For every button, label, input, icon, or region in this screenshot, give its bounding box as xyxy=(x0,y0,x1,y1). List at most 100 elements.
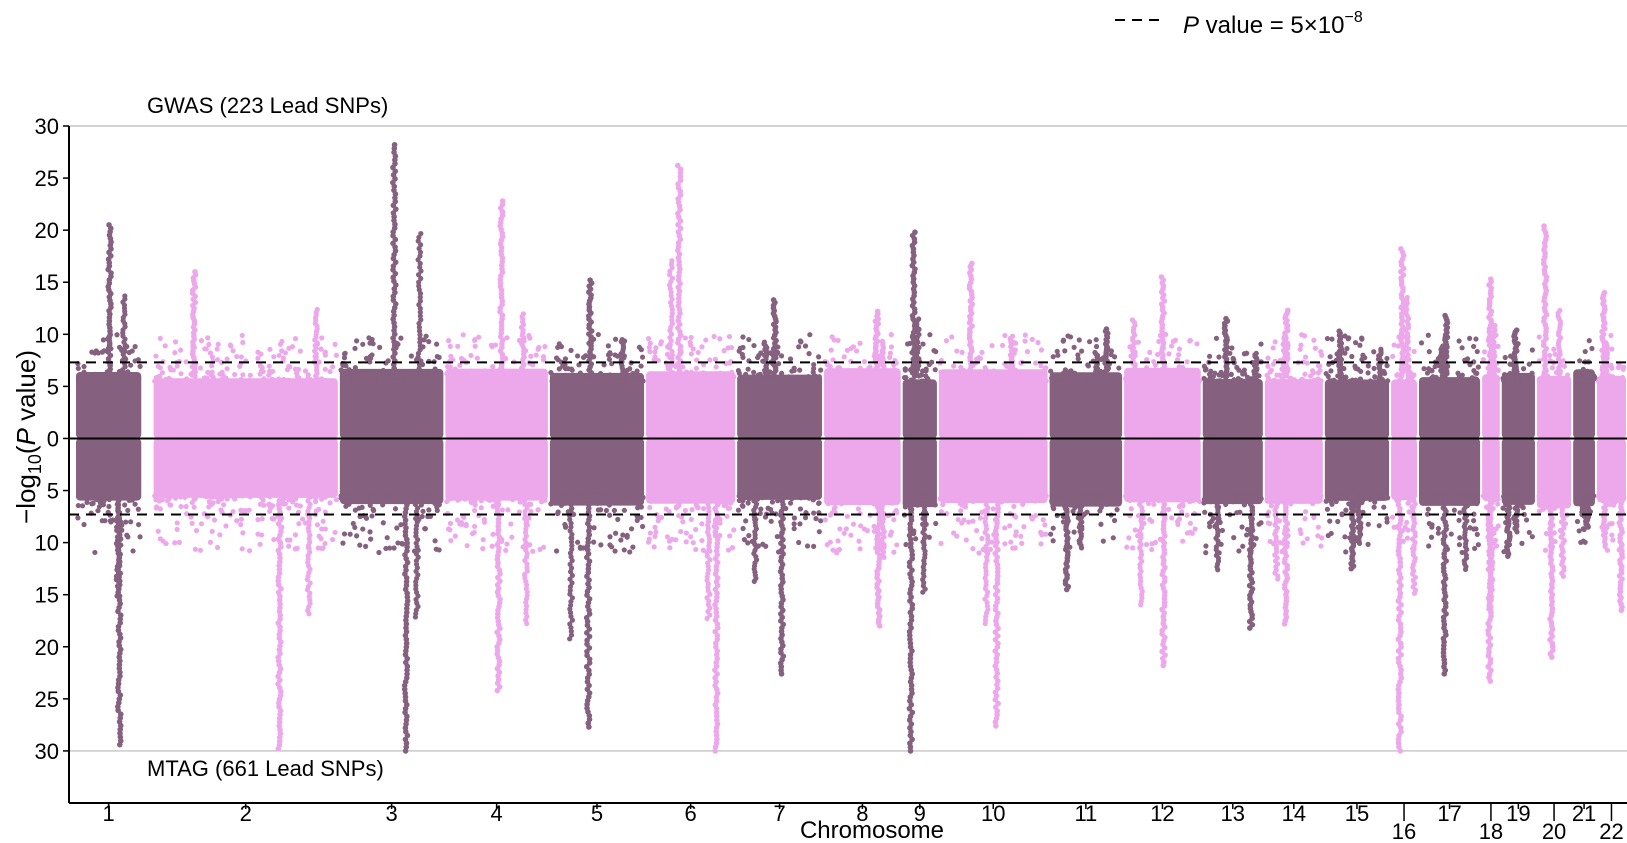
snp-point xyxy=(1236,367,1242,373)
snp-point xyxy=(1244,526,1251,533)
snp-point xyxy=(488,342,494,348)
snp-point xyxy=(894,375,900,381)
snp-point xyxy=(1344,346,1350,352)
snp-point xyxy=(198,521,205,527)
snp-point xyxy=(418,230,424,237)
snp-point xyxy=(879,338,885,344)
snp-point xyxy=(240,372,246,378)
snp-point xyxy=(553,548,560,554)
snp-point xyxy=(745,540,751,546)
snp-point xyxy=(96,373,103,379)
chromosome-1-points xyxy=(75,222,143,748)
snp-point xyxy=(277,341,284,347)
snp-point xyxy=(791,515,798,521)
snp-point xyxy=(876,623,883,629)
snp-point xyxy=(865,493,872,499)
snp-point xyxy=(329,364,336,370)
snp-point xyxy=(468,352,474,359)
snp-point xyxy=(1371,504,1377,510)
snp-point xyxy=(299,378,306,384)
snp-point xyxy=(400,541,406,547)
snp-point xyxy=(1206,353,1213,359)
snp-point xyxy=(1067,373,1074,379)
chromosome-9-body-lower xyxy=(902,438,937,508)
snp-point xyxy=(1002,541,1008,547)
snp-point xyxy=(206,341,212,348)
snp-point xyxy=(652,524,658,530)
snp-point xyxy=(346,501,352,507)
snp-point xyxy=(628,378,635,384)
snp-point xyxy=(1323,498,1329,504)
snp-point xyxy=(539,499,545,505)
snp-point xyxy=(106,222,112,228)
snp-point xyxy=(296,375,302,381)
snp-point xyxy=(499,198,506,204)
snp-point xyxy=(417,373,423,379)
snp-point xyxy=(1062,348,1068,354)
snp-point xyxy=(791,377,798,383)
snp-point xyxy=(1135,378,1141,384)
snp-point xyxy=(492,342,499,348)
snp-point xyxy=(594,500,601,506)
snp-point xyxy=(1165,506,1172,513)
snp-point xyxy=(1050,354,1056,360)
snp-point xyxy=(224,356,230,362)
snp-point xyxy=(804,378,811,384)
snp-point xyxy=(1022,332,1028,338)
chromosome-13-body-lower xyxy=(1202,438,1263,505)
snp-point xyxy=(1329,501,1335,507)
snp-point xyxy=(258,494,264,500)
snp-point xyxy=(1251,494,1257,500)
snp-point xyxy=(1455,370,1461,376)
snp-point xyxy=(658,514,665,521)
gwas-label: GWAS (223 Lead SNPs) xyxy=(147,93,388,118)
snp-point xyxy=(994,377,1000,383)
snp-point xyxy=(891,517,897,523)
snp-point xyxy=(609,361,615,367)
snp-point xyxy=(1267,538,1273,545)
snp-point xyxy=(508,521,514,527)
snp-point xyxy=(292,546,298,552)
snp-point xyxy=(340,540,346,546)
snp-point xyxy=(93,348,99,354)
snp-point xyxy=(380,520,386,526)
snp-point xyxy=(687,339,693,346)
snp-point xyxy=(296,521,302,527)
snp-point xyxy=(400,378,406,384)
snp-point xyxy=(299,516,306,522)
snp-point xyxy=(1365,363,1371,369)
snp-point xyxy=(737,493,743,499)
snp-point xyxy=(620,532,626,538)
snp-point xyxy=(1311,494,1317,500)
legend-label-italic: P xyxy=(1183,12,1199,39)
snp-point xyxy=(1329,493,1336,499)
snp-point xyxy=(645,539,652,545)
snp-point xyxy=(282,501,288,507)
snp-point xyxy=(597,507,604,513)
snp-point xyxy=(944,493,951,499)
snp-point xyxy=(417,343,423,349)
snp-point xyxy=(767,494,773,500)
snp-point xyxy=(332,341,338,348)
snp-point xyxy=(178,371,184,377)
chromosome-2-body-lower xyxy=(153,438,338,498)
snp-point xyxy=(1114,375,1120,381)
snp-point xyxy=(683,378,689,384)
snp-point xyxy=(665,494,671,501)
snp-point xyxy=(929,496,935,502)
snp-point xyxy=(688,534,694,540)
snp-point xyxy=(770,297,777,303)
snp-point xyxy=(462,496,468,502)
snp-point xyxy=(524,568,530,574)
snp-point xyxy=(837,526,843,532)
snp-point xyxy=(789,368,795,374)
snp-point xyxy=(380,370,386,377)
snp-point xyxy=(601,362,607,368)
snp-point xyxy=(1457,378,1463,384)
snp-point xyxy=(955,516,961,523)
snp-point xyxy=(748,378,754,384)
snp-point xyxy=(1274,494,1280,500)
snp-point xyxy=(1013,340,1019,346)
snp-point xyxy=(464,543,470,549)
snp-point xyxy=(954,348,960,354)
